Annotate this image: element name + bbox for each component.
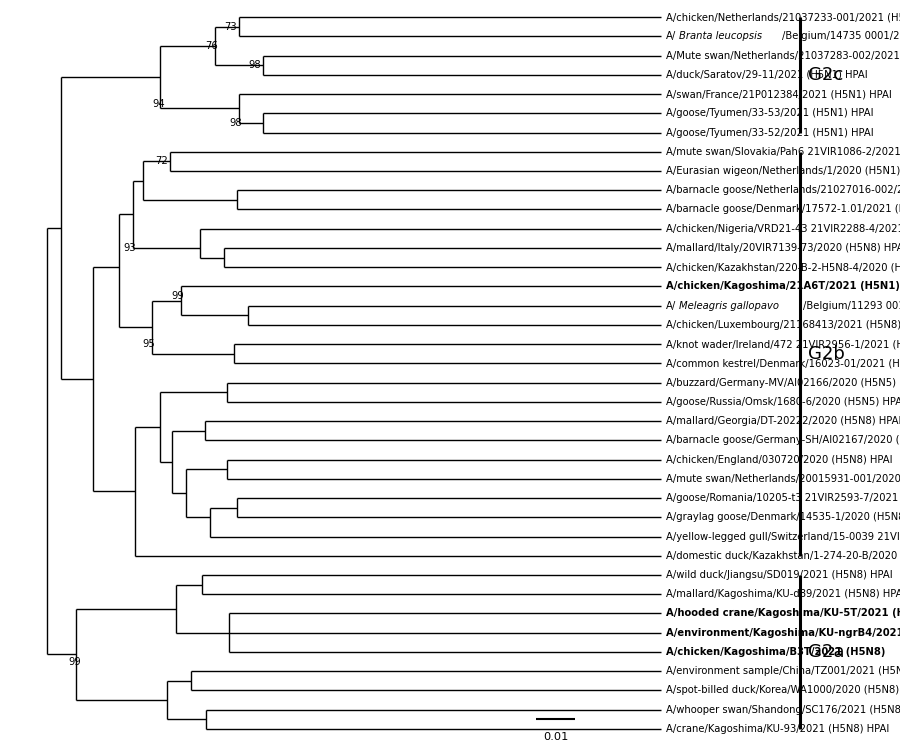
Text: 99: 99 — [68, 656, 81, 667]
Text: A/environment/Kagoshima/KU-ngrB4/2021 (mixed): A/environment/Kagoshima/KU-ngrB4/2021 (m… — [666, 627, 900, 638]
Text: A/barnacle goose/Germany-SH/AI02167/2020 (H5N8) HPAI: A/barnacle goose/Germany-SH/AI02167/2020… — [666, 436, 900, 445]
Text: A/hooded crane/Kagoshima/KU-5T/2021 (H5N8): A/hooded crane/Kagoshima/KU-5T/2021 (H5N… — [666, 609, 900, 618]
Text: A/environment sample/China/TZ001/2021 (H5N8) HPAI: A/environment sample/China/TZ001/2021 (H… — [666, 666, 900, 676]
Text: Meleagris gallopavo: Meleagris gallopavo — [679, 301, 778, 310]
Text: A/mallard/Georgia/DT-20222/2020 (H5N8) HPAI: A/mallard/Georgia/DT-20222/2020 (H5N8) H… — [666, 416, 900, 426]
Text: A/buzzard/Germany-MV/AI02166/2020 (H5N5) HPAI: A/buzzard/Germany-MV/AI02166/2020 (H5N5)… — [666, 377, 900, 388]
Text: A/yellow-legged gull/Switzerland/15-0039 21VIR3035/2021 (H5N4) HPAI: A/yellow-legged gull/Switzerland/15-0039… — [666, 532, 900, 542]
Text: A/goose/Romania/10205-t3 21VIR2593-7/2021 (H5N8) HPAI: A/goose/Romania/10205-t3 21VIR2593-7/202… — [666, 493, 900, 503]
Text: A/common kestrel/Denmark/16023-01/2021 (H5N3) HPAI: A/common kestrel/Denmark/16023-01/2021 (… — [666, 358, 900, 369]
Text: 76: 76 — [205, 41, 218, 51]
Text: A/chicken/Netherlands/21037233-001/2021 (H5N1) HPAI: A/chicken/Netherlands/21037233-001/2021 … — [666, 12, 900, 22]
Text: G2c: G2c — [808, 66, 843, 84]
Text: 72: 72 — [155, 157, 167, 166]
Text: A/chicken/Kazakhstan/220-B-2-H5N8-4/2020 (H5N8) HPAI: A/chicken/Kazakhstan/220-B-2-H5N8-4/2020… — [666, 262, 900, 272]
Text: A/Mute swan/Netherlands/21037283-002/2021 (H5N1) HPAI: A/Mute swan/Netherlands/21037283-002/202… — [666, 51, 900, 60]
Text: A/swan/France/21P012384/2021 (H5N1) HPAI: A/swan/France/21P012384/2021 (H5N1) HPAI — [666, 89, 892, 99]
Text: A/chicken/Kagoshima/21A6T/2021 (H5N1): A/chicken/Kagoshima/21A6T/2021 (H5N1) — [666, 281, 900, 292]
Text: A/mute swan/Netherlands/20015931-001/2020 (H5N8) HPAI: A/mute swan/Netherlands/20015931-001/202… — [666, 474, 900, 484]
Text: G2b: G2b — [808, 345, 845, 363]
Text: /Belgium/14735 0001/2021 (H5N1) HPAI: /Belgium/14735 0001/2021 (H5N1) HPAI — [782, 31, 900, 41]
Text: A/: A/ — [666, 301, 676, 310]
Text: A/chicken/England/030720/2020 (H5N8) HPAI: A/chicken/England/030720/2020 (H5N8) HPA… — [666, 454, 893, 465]
Text: A/mallard/Kagoshima/KU-d89/2021 (H5N8) HPAI: A/mallard/Kagoshima/KU-d89/2021 (H5N8) H… — [666, 589, 900, 599]
Text: 98: 98 — [248, 60, 261, 70]
Text: A/goose/Russia/Omsk/1680-6/2020 (H5N5) HPAI: A/goose/Russia/Omsk/1680-6/2020 (H5N5) H… — [666, 397, 900, 407]
Text: G2a: G2a — [808, 643, 844, 661]
Text: A/barnacle goose/Netherlands/21027016-002/2021 (H5N1) HPAI: A/barnacle goose/Netherlands/21027016-00… — [666, 185, 900, 195]
Text: A/mute swan/Slovakia/Pah6 21VIR1086-2/2021 (H5N5) HPAI: A/mute swan/Slovakia/Pah6 21VIR1086-2/20… — [666, 147, 900, 157]
Text: A/knot wader/Ireland/472 21VIR2956-1/2021 (H5N3) HPAI: A/knot wader/Ireland/472 21VIR2956-1/202… — [666, 339, 900, 349]
Text: 94: 94 — [152, 98, 165, 109]
Text: A/: A/ — [666, 31, 676, 41]
Text: 99: 99 — [171, 291, 184, 301]
Text: A/wild duck/Jiangsu/SD019/2021 (H5N8) HPAI: A/wild duck/Jiangsu/SD019/2021 (H5N8) HP… — [666, 570, 893, 580]
Text: 95: 95 — [142, 339, 156, 349]
Text: A/goose/Tyumen/33-53/2021 (H5N1) HPAI: A/goose/Tyumen/33-53/2021 (H5N1) HPAI — [666, 108, 874, 119]
Text: /Belgium/11293 001/2021 (H5N8) HPAI: /Belgium/11293 001/2021 (H5N8) HPAI — [803, 301, 900, 310]
Text: Branta leucopsis: Branta leucopsis — [679, 31, 761, 41]
Text: A/chicken/Kagoshima/B3T/2021 (H5N8): A/chicken/Kagoshima/B3T/2021 (H5N8) — [666, 647, 886, 657]
Text: A/graylag goose/Denmark/14535-1/2020 (H5N8) HPAI: A/graylag goose/Denmark/14535-1/2020 (H5… — [666, 513, 900, 522]
Text: A/goose/Tyumen/33-52/2021 (H5N1) HPAI: A/goose/Tyumen/33-52/2021 (H5N1) HPAI — [666, 128, 874, 137]
Text: A/domestic duck/Kazakhstan/1-274-20-B/2020 (H5N8) HPAI: A/domestic duck/Kazakhstan/1-274-20-B/20… — [666, 551, 900, 561]
Text: A/crane/Kagoshima/KU-93/2021 (H5N8) HPAI: A/crane/Kagoshima/KU-93/2021 (H5N8) HPAI — [666, 724, 889, 734]
Text: 93: 93 — [123, 243, 136, 253]
Text: 98: 98 — [230, 118, 242, 128]
Text: A/mallard/Italy/20VIR7139-73/2020 (H5N8) HPAI: A/mallard/Italy/20VIR7139-73/2020 (H5N8)… — [666, 243, 900, 253]
Text: A/chicken/Luxembourg/21168413/2021 (H5N8) HPAI: A/chicken/Luxembourg/21168413/2021 (H5N8… — [666, 320, 900, 330]
Text: 73: 73 — [224, 22, 237, 31]
Text: A/barnacle goose/Denmark/17572-1.01/2021 (H5N1) HPAI: A/barnacle goose/Denmark/17572-1.01/2021… — [666, 204, 900, 214]
Text: A/duck/Saratov/29-11/2021 (H5N1) HPAI: A/duck/Saratov/29-11/2021 (H5N1) HPAI — [666, 70, 868, 80]
Text: A/whooper swan/Shandong/SC176/2021 (H5N8) HPAI: A/whooper swan/Shandong/SC176/2021 (H5N8… — [666, 705, 900, 715]
Text: A/spot-billed duck/Korea/WA1000/2020 (H5N8) HPAI: A/spot-billed duck/Korea/WA1000/2020 (H5… — [666, 686, 900, 695]
Text: A/Eurasian wigeon/Netherlands/1/2020 (H5N1) HPAI: A/Eurasian wigeon/Netherlands/1/2020 (H5… — [666, 166, 900, 176]
Text: 0.01: 0.01 — [543, 732, 568, 742]
Text: A/chicken/Nigeria/VRD21-43 21VIR2288-4/2021 (H5N8) HPAI: A/chicken/Nigeria/VRD21-43 21VIR2288-4/2… — [666, 224, 900, 233]
